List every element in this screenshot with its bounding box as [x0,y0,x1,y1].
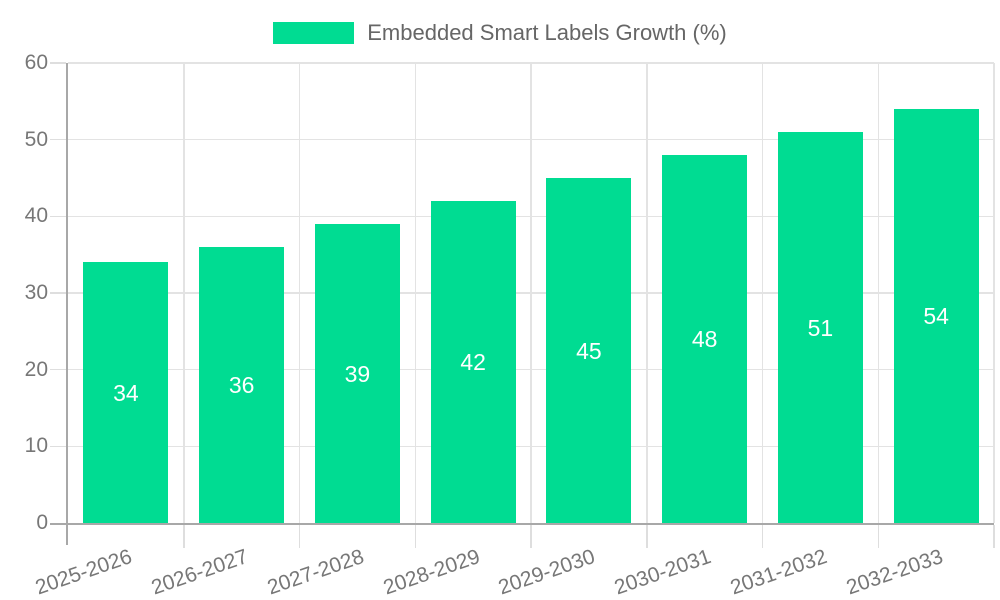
y-tick [50,138,66,141]
y-tick-label: 20 [24,357,48,381]
x-tick-label-text: 2028-2029 [380,545,483,600]
y-tick-label: 0 [36,511,48,534]
v-gridline [298,63,301,523]
legend-swatch [273,22,355,44]
bar-value-label: 54 [923,303,949,329]
bar-value-label: 51 [807,314,834,341]
bar-value-label: 36 [228,372,255,398]
bar-value-label: 48 [691,326,718,352]
y-tick [50,62,66,64]
bar [199,247,285,523]
v-gridline [761,63,764,523]
y-tick-label: 10 [24,434,48,458]
y-tick-label: 40 [24,204,48,228]
x-tick-label-text: 2025-2026 [32,545,136,600]
bar [662,155,748,523]
x-tick [993,525,995,548]
x-tick [877,525,879,548]
x-tick-label-text: 2030-2031 [611,545,715,600]
v-gridline [993,63,995,523]
x-tick [66,525,68,545]
y-tick-label: 50 [24,127,48,151]
v-gridline [530,63,532,523]
y-tick [50,368,66,371]
y-tick-label: 60 [24,51,48,74]
x-tick [183,525,185,548]
bar [893,109,979,523]
legend-label: Embedded Smart Labels Growth (%) [367,20,727,45]
bar-value-label: 42 [460,349,486,375]
x-tick-label-text: 2029-2030 [495,545,599,600]
x-tick-label-text: 2027-2028 [264,545,367,600]
bar-value-label: 34 [113,379,139,406]
bar-value-label: 39 [344,360,371,387]
y-tick [50,523,66,525]
y-tick-label: 30 [24,281,48,304]
x-tick [761,525,764,548]
v-gridline [414,63,416,523]
y-tick [50,292,66,294]
y-tick [50,445,66,448]
x-tick [414,525,416,548]
x-tick [298,525,301,548]
bar-value-label: 45 [576,337,602,364]
x-tick [646,525,648,548]
bar [777,132,863,523]
bar [430,201,516,523]
plot-area: 34 36 39 42 45 48 51 54 [66,62,995,525]
x-tick [530,525,532,548]
bar [83,262,169,523]
v-gridline [646,63,648,523]
bar [546,178,632,523]
bar [314,224,400,523]
x-tick-label-text: 2032-2033 [843,545,946,600]
x-tick-label-text: 2026-2027 [148,545,252,600]
v-gridline [877,63,879,523]
legend[interactable]: Embedded Smart Labels Growth (%) [0,20,1000,46]
v-gridline [183,63,185,523]
y-tick [50,215,66,218]
x-tick-label-text: 2031-2032 [727,545,830,600]
